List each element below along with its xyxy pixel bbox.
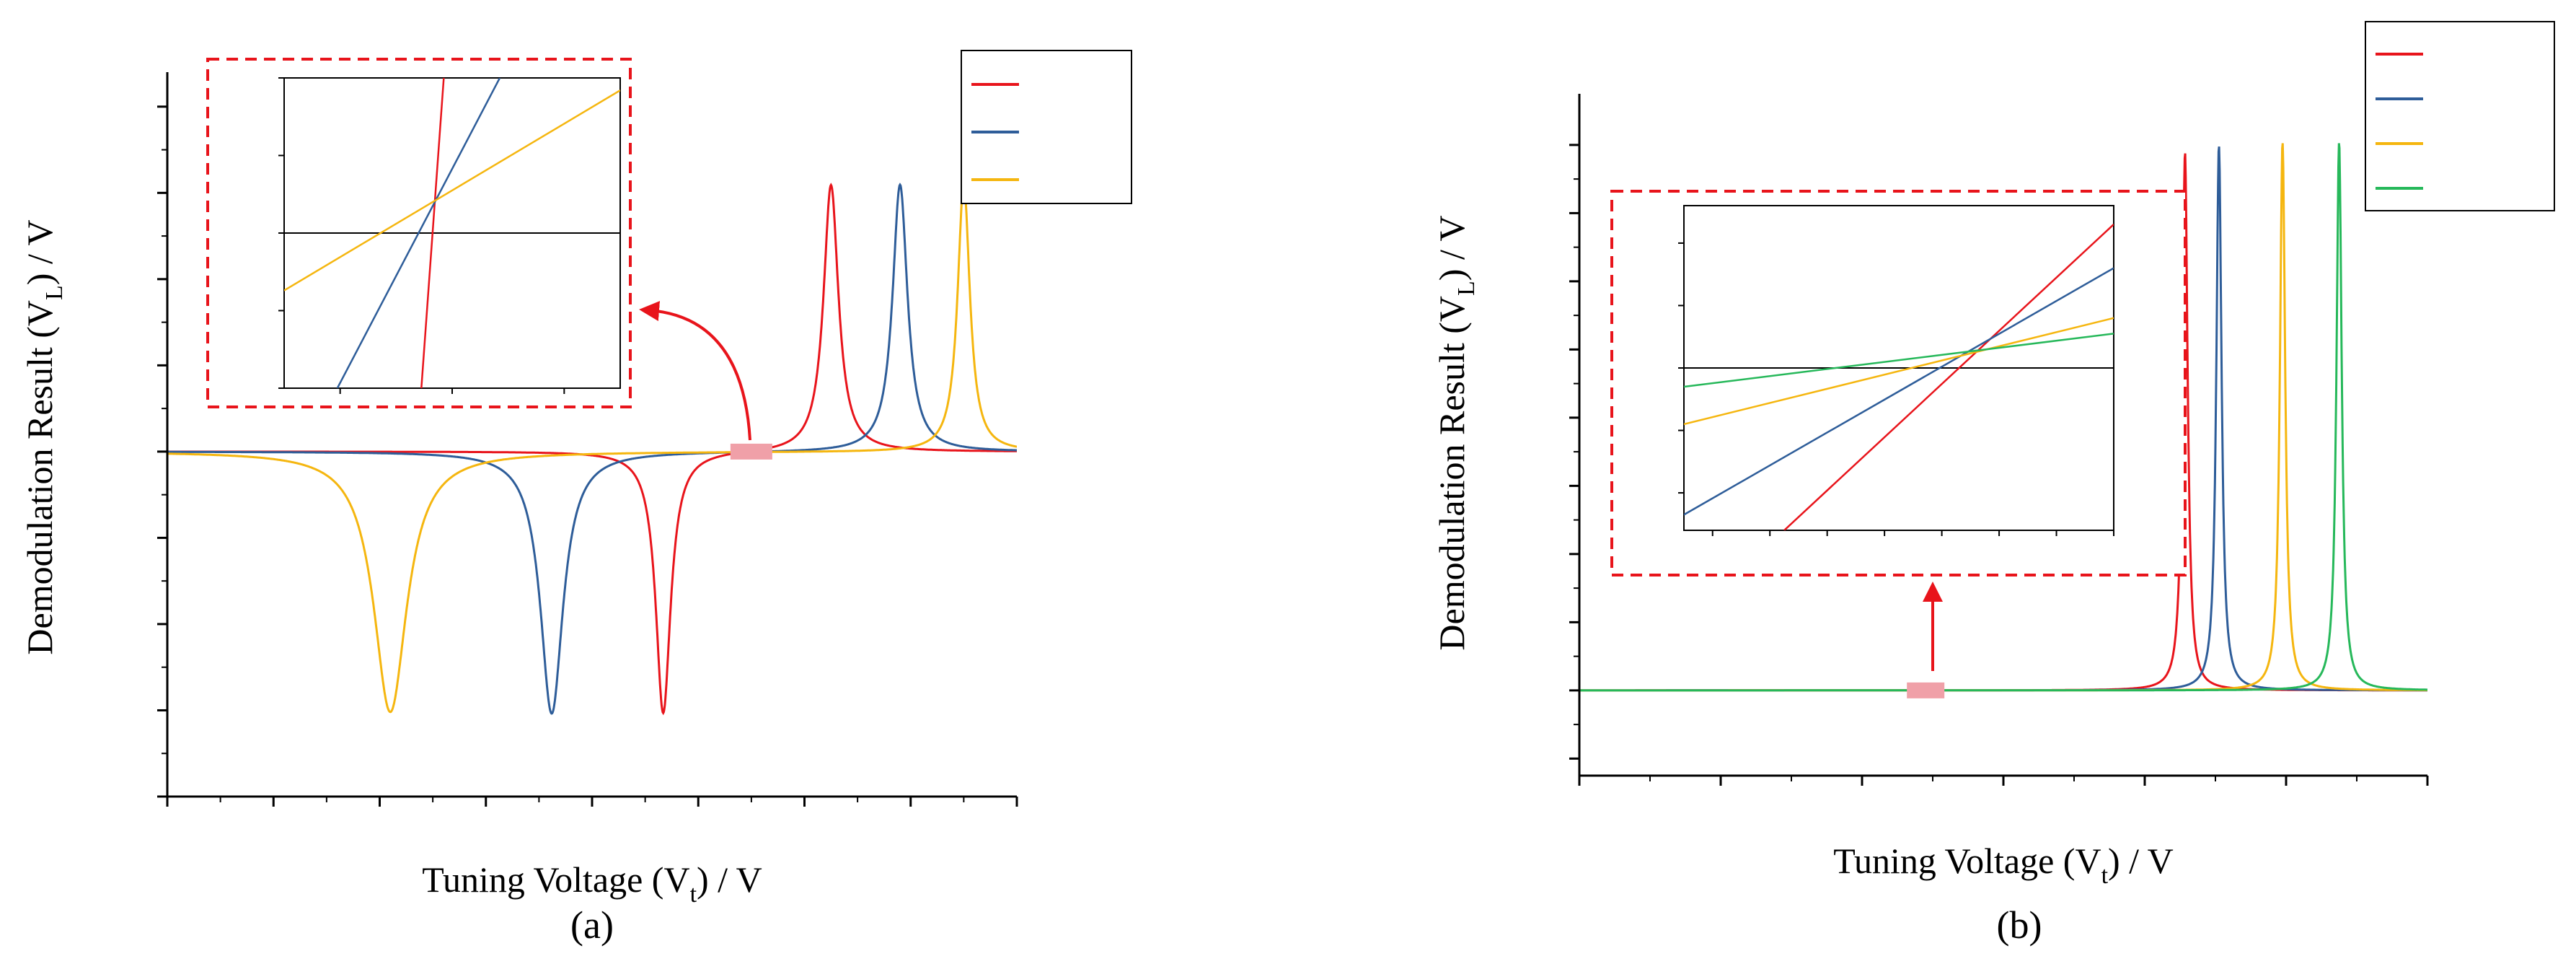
- chart-a-x-axis-label: Tuning Voltage (Vt) / V: [422, 859, 762, 908]
- chart-a-y-axis-label: Demodulation Result (VL) / V: [19, 219, 68, 654]
- chart-a-legend: [961, 50, 1132, 204]
- series-line-20Hz: [167, 183, 1017, 715]
- chart-b-x-axis-label: Tuning Voltage (Vt) / V: [1833, 841, 2174, 889]
- chart-b-legend: [2365, 21, 2555, 211]
- chart-a-caption: (a): [570, 903, 614, 947]
- chart-a: Tuning Voltage (Vt) / V Demodulation Res…: [19, 50, 1132, 947]
- series-line-30Hz: [167, 180, 1017, 714]
- inset-lines: [1684, 224, 2114, 530]
- inset-lines: [284, 78, 620, 388]
- inset-line-yellow: [1684, 317, 2114, 426]
- chart-a-inset: [206, 58, 751, 441]
- chart-a-curves: [167, 180, 1017, 716]
- inset-line-yellow: [284, 89, 620, 291]
- chart-b: Tuning Voltage (Vt) / V Demodulation Res…: [1432, 21, 2555, 947]
- zoom-region-marker: [1907, 682, 1945, 698]
- inset-line-green: [1684, 333, 2114, 388]
- zoom-region-marker: [730, 443, 772, 460]
- inset-line-blue: [1684, 267, 2114, 516]
- series-line-100Hz: [1579, 143, 2427, 692]
- legend-box: [2365, 21, 2555, 211]
- chart-b-axes: [1569, 94, 2429, 786]
- inset-dashed-border: [1610, 190, 2187, 576]
- zoom-arrow: [639, 301, 751, 441]
- chart-a-axes: [157, 72, 1018, 807]
- chart-b-caption: (b): [1997, 903, 2042, 947]
- inset-line-red: [420, 78, 445, 388]
- inset-line-red: [1783, 224, 2114, 530]
- legend-box: [961, 50, 1132, 204]
- chart-b-inset: [1610, 190, 2187, 671]
- inset-line-blue: [336, 78, 501, 388]
- chart-b-curves: [1579, 143, 2427, 698]
- chart-b-y-axis-label: Demodulation Result (VL) / V: [1432, 215, 1480, 650]
